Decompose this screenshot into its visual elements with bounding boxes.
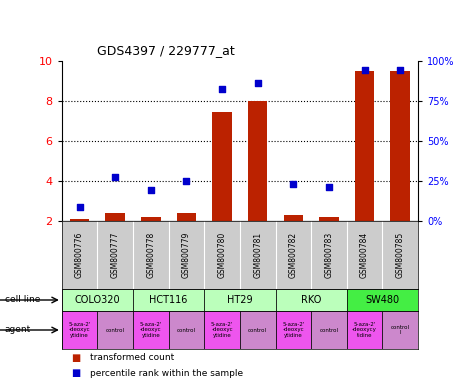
Text: SW480: SW480 (365, 295, 399, 305)
Bar (133, 311, 169, 349)
Bar (62, 289, 133, 311)
Bar (319, 217, 339, 221)
Bar (311, 311, 347, 349)
Text: COLO320: COLO320 (75, 295, 120, 305)
Text: HT29: HT29 (227, 295, 253, 305)
Bar (105, 213, 125, 221)
Text: agent: agent (5, 326, 31, 334)
Bar (133, 289, 204, 311)
Text: GSM800784: GSM800784 (360, 232, 369, 278)
Text: HCT116: HCT116 (150, 295, 188, 305)
Bar (347, 289, 418, 311)
Bar (355, 71, 374, 221)
Point (361, 67, 369, 73)
Text: GSM800777: GSM800777 (111, 232, 120, 278)
Bar (248, 101, 267, 221)
Point (325, 184, 332, 190)
Point (289, 181, 297, 187)
Bar (212, 112, 232, 221)
Bar (390, 71, 410, 221)
Bar (62, 311, 97, 349)
Text: 5-aza-2'
-deoxyc
ytidine: 5-aza-2' -deoxyc ytidine (140, 322, 162, 338)
Text: GSM800780: GSM800780 (218, 232, 227, 278)
Text: cell line: cell line (5, 296, 40, 305)
Text: RKO: RKO (301, 295, 321, 305)
Text: GSM800776: GSM800776 (75, 232, 84, 278)
Text: 5-aza-2'
-deoxyc
ytidine: 5-aza-2' -deoxyc ytidine (68, 322, 91, 338)
Bar (177, 213, 196, 221)
Point (111, 174, 119, 180)
Bar (382, 311, 418, 349)
Point (76, 204, 84, 210)
Text: 5-aza-2'
-deoxyc
ytidine: 5-aza-2' -deoxyc ytidine (282, 322, 304, 338)
Text: 5-aza-2'
-deoxycy
tidine: 5-aza-2' -deoxycy tidine (352, 322, 377, 338)
Bar (240, 311, 276, 349)
Text: transformed count: transformed count (90, 354, 174, 362)
Text: control
l: control l (390, 324, 409, 335)
Bar (347, 311, 382, 349)
Text: GSM800782: GSM800782 (289, 232, 298, 278)
Bar (97, 311, 133, 349)
Text: GSM800779: GSM800779 (182, 232, 191, 278)
Point (218, 86, 226, 92)
Text: GSM800781: GSM800781 (253, 232, 262, 278)
Bar (284, 215, 303, 221)
Point (396, 67, 404, 73)
Text: 5-aza-2'
-deoxyc
ytidine: 5-aza-2' -deoxyc ytidine (211, 322, 233, 338)
Bar (141, 217, 161, 221)
Bar (204, 289, 276, 311)
Text: control: control (177, 328, 196, 333)
Bar (70, 219, 89, 221)
Text: percentile rank within the sample: percentile rank within the sample (90, 369, 243, 377)
Bar (169, 311, 204, 349)
Bar (204, 311, 240, 349)
Text: control: control (105, 328, 124, 333)
Text: GDS4397 / 229777_at: GDS4397 / 229777_at (97, 44, 235, 57)
Text: GSM800785: GSM800785 (396, 232, 405, 278)
Text: ■: ■ (71, 368, 80, 378)
Bar (276, 289, 347, 311)
Text: GSM800778: GSM800778 (146, 232, 155, 278)
Text: GSM800783: GSM800783 (324, 232, 333, 278)
Text: control: control (248, 328, 267, 333)
Point (254, 80, 261, 86)
Text: ■: ■ (71, 353, 80, 363)
Text: control: control (319, 328, 338, 333)
Point (182, 178, 190, 184)
Bar (276, 311, 311, 349)
Point (147, 187, 155, 193)
